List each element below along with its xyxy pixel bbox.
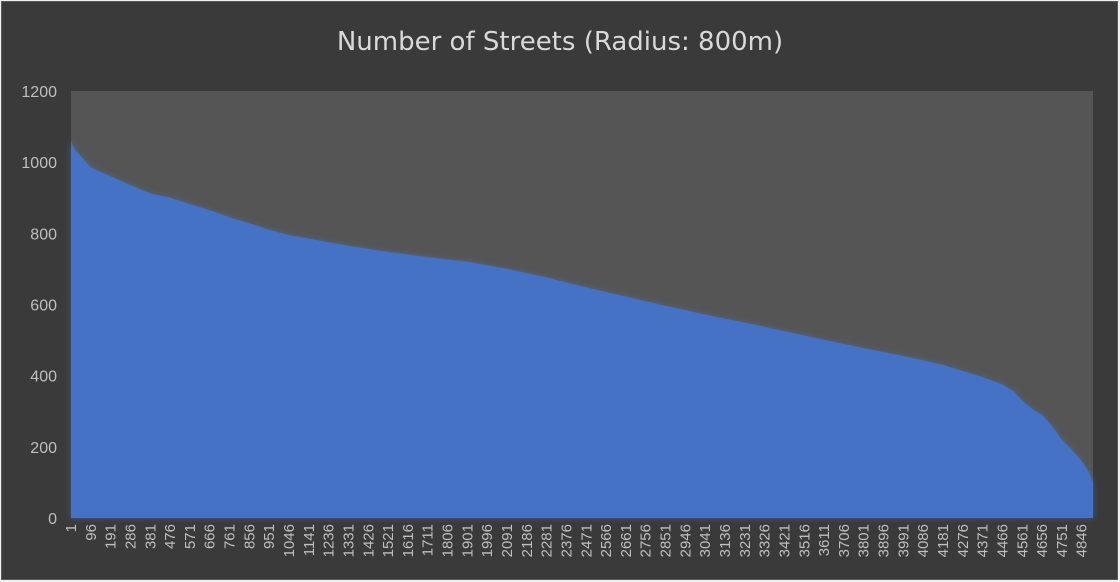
y-tick-label: 400 [30,369,57,386]
x-tick-label: 3231 [737,524,754,557]
x-tick-label: 3041 [697,524,714,557]
chart-title: Number of Streets (Radius: 800m) [337,27,783,57]
x-tick-label: 3136 [717,524,734,557]
x-tick-label: 191 [103,524,120,549]
x-tick-label: 2756 [638,524,655,557]
x-tick-label: 4751 [1054,524,1071,557]
x-tick-label: 1996 [479,524,496,557]
x-tick-label: 3326 [757,524,774,557]
x-tick-label: 2946 [677,524,694,557]
x-tick-label: 2566 [598,524,615,557]
x-tick-label: 1331 [340,524,357,557]
x-tick-label: 96 [83,524,100,541]
x-tick-label: 3801 [856,524,873,557]
x-tick-label: 2851 [658,524,675,557]
x-tick-label: 3421 [776,524,793,557]
x-tick-label: 1521 [380,524,397,557]
x-tick-label: 856 [241,524,258,549]
y-tick-label: 600 [30,298,57,315]
x-tick-label: 2281 [539,524,556,557]
x-axis-ticks: 1 96 191 286 381 476 571 666 761 856 951 1046 1141 12… [63,524,1091,557]
x-tick-label: 1616 [400,524,417,557]
x-tick-label: 951 [261,524,278,549]
x-tick-label: 761 [222,524,239,549]
x-tick-label: 4181 [935,524,952,557]
x-tick-label: 2186 [519,524,536,557]
x-tick-label: 3611 [816,524,833,556]
x-tick-label: 2091 [499,524,516,557]
x-tick-label: 4656 [1034,524,1051,557]
x-tick-label: 3516 [796,524,813,557]
area-series-layer [71,140,1093,518]
area-series-0 [71,140,1093,518]
x-tick-label: 3706 [836,524,853,557]
x-tick-label: 4466 [994,524,1011,557]
x-tick-label: 381 [142,524,159,549]
x-tick-label: 3896 [876,524,893,557]
y-tick-label: 800 [30,226,57,243]
y-tick-label: 0 [48,511,57,528]
x-tick-label: 286 [122,524,139,549]
y-axis-ticks: 0 200 400 600 800 1000 1200 [21,84,57,528]
y-tick-label: 1200 [21,84,57,101]
y-tick-label: 1000 [21,155,57,172]
x-tick-label: 4276 [955,524,972,557]
x-tick-label: 1 [63,524,80,532]
x-tick-label: 476 [162,524,179,549]
x-tick-label: 3991 [895,524,912,557]
x-tick-label: 2471 [578,524,595,557]
x-tick-label: 571 [182,524,199,549]
x-tick-label: 4561 [1014,524,1031,557]
x-tick-label: 1141 [301,524,318,556]
x-tick-label: 1806 [440,524,457,557]
x-tick-label: 1236 [321,524,338,557]
x-tick-label: 4846 [1074,524,1091,557]
x-tick-label: 4086 [915,524,932,557]
x-tick-label: 666 [202,524,219,549]
x-tick-label: 2376 [558,524,575,557]
x-tick-label: 1901 [459,524,476,557]
x-tick-label: 1711 [420,524,437,556]
x-tick-label: 1046 [281,524,298,557]
x-tick-label: 4371 [975,524,992,557]
x-tick-label: 2661 [618,524,635,557]
y-tick-label: 200 [30,440,57,457]
x-tick-label: 1426 [360,524,377,557]
